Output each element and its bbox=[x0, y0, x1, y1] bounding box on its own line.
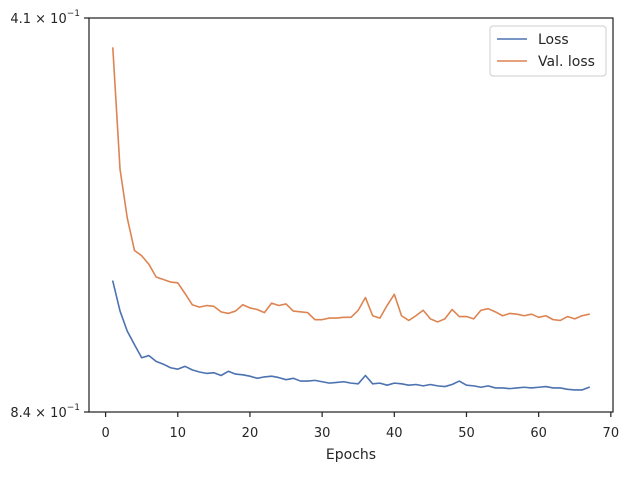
x-tick-label: 50 bbox=[458, 426, 475, 441]
y-tick-exponent: −1 bbox=[67, 403, 80, 413]
legend-label: Loss bbox=[538, 32, 569, 48]
y-tick-label: 8.4 × 10−1 bbox=[10, 403, 80, 421]
x-tick-label: 70 bbox=[603, 426, 620, 441]
x-tick-label: 20 bbox=[242, 426, 259, 441]
x-tick-label: 40 bbox=[386, 426, 403, 441]
series-line-loss bbox=[112, 280, 590, 391]
y-tick-mantissa: 8.4 bbox=[10, 406, 31, 421]
y-axis-ticks: 4.1 × 10−18.4 × 10−1 bbox=[10, 9, 89, 421]
y-tick-exponent: −1 bbox=[67, 9, 80, 19]
x-tick-label: 60 bbox=[530, 426, 547, 441]
y-tick-times: × bbox=[31, 406, 50, 421]
y-tick-base: 10 bbox=[50, 12, 67, 27]
x-tick-label: 30 bbox=[314, 426, 331, 441]
series-layer bbox=[112, 47, 590, 391]
y-tick-label: 4.1 × 10−1 bbox=[10, 9, 80, 27]
x-axis-label: Epochs bbox=[326, 447, 376, 463]
y-tick-base: 10 bbox=[50, 406, 67, 421]
y-tick-mantissa: 4.1 bbox=[10, 12, 31, 27]
series-line-val-loss bbox=[112, 47, 590, 323]
legend-label: Val. loss bbox=[538, 54, 595, 70]
plot-frame bbox=[88, 17, 614, 413]
legend: Loss Val. loss bbox=[489, 25, 607, 77]
x-tick-label: 10 bbox=[170, 426, 187, 441]
x-tick-label: 0 bbox=[101, 426, 109, 441]
y-tick-times: × bbox=[31, 12, 50, 27]
x-axis-ticks: 0 10 20 30 40 50 60 70 bbox=[101, 412, 619, 441]
